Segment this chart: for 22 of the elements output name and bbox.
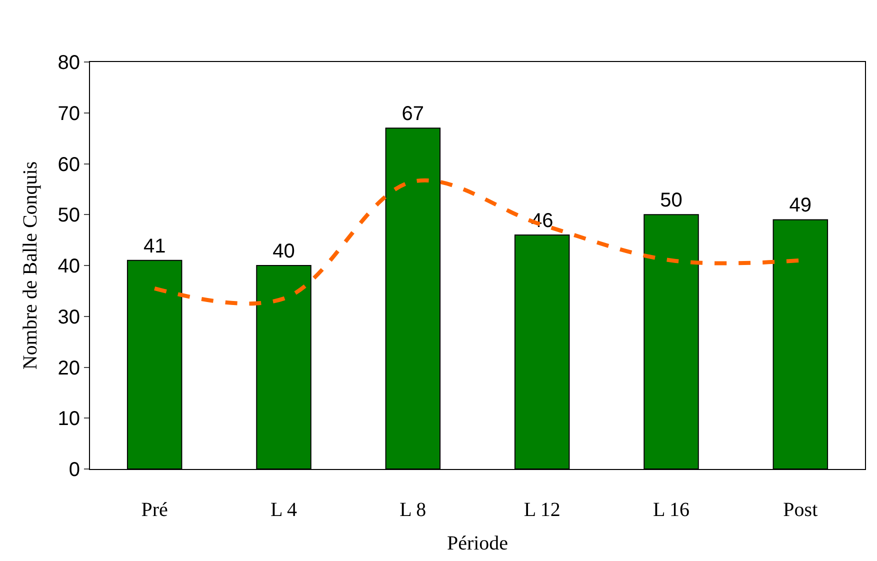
y-tick-label: 60 (58, 154, 80, 176)
x-tick-label: Pré (141, 499, 168, 521)
data-label: 41 (143, 235, 166, 258)
x-axis-title: Période (446, 532, 508, 554)
y-axis-title: Nombre de Balle Conquis (19, 161, 42, 370)
y-tick-label: 50 (58, 204, 80, 227)
x-tick-label: L 16 (653, 499, 690, 521)
y-tick-label: 20 (58, 357, 80, 380)
x-tick-label: L 8 (400, 499, 426, 521)
x-tick-label: L 12 (524, 499, 560, 521)
y-tick-label: 70 (58, 102, 80, 125)
y-tick-label: 0 (68, 459, 80, 481)
data-label: 67 (402, 103, 424, 126)
x-tick-label: Post (783, 499, 818, 521)
y-tick-label: 80 (58, 52, 80, 74)
y-tick-label: 30 (58, 306, 80, 328)
x-tick-label: L 4 (270, 499, 297, 521)
data-label: 49 (789, 194, 812, 217)
data-label: 40 (272, 240, 295, 262)
y-tick-label: 40 (58, 256, 80, 278)
data-label: 50 (660, 190, 682, 212)
y-tick-label: 10 (58, 408, 80, 430)
